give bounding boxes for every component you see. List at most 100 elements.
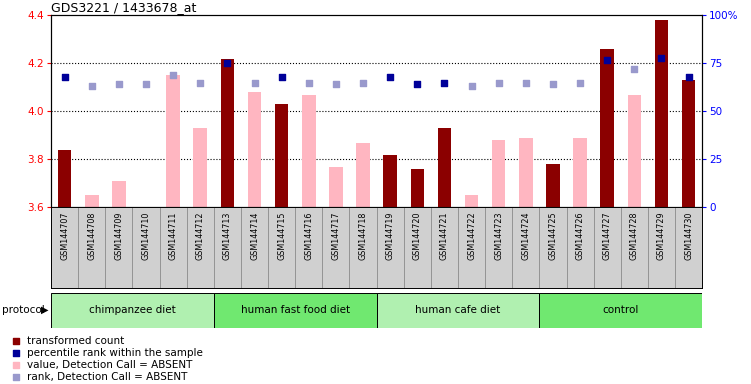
Text: GSM144728: GSM144728 xyxy=(630,211,639,260)
Text: GSM144723: GSM144723 xyxy=(494,211,503,260)
Bar xyxy=(682,80,695,207)
Text: GSM144716: GSM144716 xyxy=(304,211,313,260)
Point xyxy=(656,55,668,61)
Bar xyxy=(621,207,648,288)
Point xyxy=(574,79,586,86)
Bar xyxy=(268,207,295,288)
Text: human fast food diet: human fast food diet xyxy=(240,305,350,315)
Point xyxy=(140,81,152,88)
Bar xyxy=(221,59,234,207)
Point xyxy=(466,83,478,89)
Point xyxy=(303,79,315,86)
Point xyxy=(330,81,342,88)
Point xyxy=(412,81,424,88)
Point xyxy=(113,81,125,88)
Text: GDS3221 / 1433678_at: GDS3221 / 1433678_at xyxy=(51,1,197,14)
Bar xyxy=(573,138,587,207)
Text: GSM144725: GSM144725 xyxy=(548,211,557,260)
Bar xyxy=(78,207,105,288)
Text: GSM144715: GSM144715 xyxy=(277,211,286,260)
Point xyxy=(167,72,179,78)
Bar xyxy=(214,207,241,288)
Text: rank, Detection Call = ABSENT: rank, Detection Call = ABSENT xyxy=(27,372,188,382)
Bar xyxy=(302,94,315,207)
Bar xyxy=(404,207,431,288)
Bar xyxy=(132,207,160,288)
Text: value, Detection Call = ABSENT: value, Detection Call = ABSENT xyxy=(27,360,193,370)
Text: GSM144729: GSM144729 xyxy=(657,211,666,260)
Bar xyxy=(356,142,369,207)
Bar xyxy=(465,195,478,207)
Bar xyxy=(295,207,322,288)
Bar xyxy=(566,207,593,288)
Text: GSM144727: GSM144727 xyxy=(603,211,612,260)
Point xyxy=(385,74,397,80)
Bar xyxy=(628,94,641,207)
Text: GSM144730: GSM144730 xyxy=(684,211,693,260)
Text: GSM144708: GSM144708 xyxy=(87,211,96,260)
Bar xyxy=(194,128,207,207)
Bar xyxy=(539,293,702,328)
Text: control: control xyxy=(602,305,639,315)
Bar xyxy=(187,207,214,288)
Point xyxy=(249,79,261,86)
Text: transformed count: transformed count xyxy=(27,336,125,346)
Bar xyxy=(601,49,614,207)
Point xyxy=(602,56,614,63)
Bar xyxy=(377,293,539,328)
Bar xyxy=(377,207,404,288)
Point xyxy=(450,180,462,187)
Bar xyxy=(675,207,702,288)
Bar xyxy=(492,140,505,207)
Bar xyxy=(594,207,621,288)
Point xyxy=(195,79,207,86)
Bar xyxy=(214,293,377,328)
Bar xyxy=(648,207,675,288)
Bar xyxy=(51,293,214,328)
Bar xyxy=(85,195,98,207)
Text: human cafe diet: human cafe diet xyxy=(415,305,501,315)
Bar xyxy=(539,207,566,288)
Bar xyxy=(248,92,261,207)
Point xyxy=(683,74,695,80)
Text: GSM144726: GSM144726 xyxy=(575,211,584,260)
Bar xyxy=(51,207,78,288)
Bar xyxy=(322,207,349,288)
Text: GSM144711: GSM144711 xyxy=(169,211,178,260)
Text: percentile rank within the sample: percentile rank within the sample xyxy=(27,348,204,358)
Text: GSM144719: GSM144719 xyxy=(386,211,395,260)
Bar xyxy=(329,167,342,207)
Text: GSM144709: GSM144709 xyxy=(114,211,123,260)
Bar xyxy=(160,207,187,288)
Bar xyxy=(58,150,71,207)
Bar xyxy=(431,207,458,288)
Bar xyxy=(512,207,539,288)
Point xyxy=(493,79,505,86)
Bar xyxy=(167,75,180,207)
Text: GSM144712: GSM144712 xyxy=(196,211,205,260)
Bar xyxy=(411,169,424,207)
Bar xyxy=(438,128,451,207)
Text: GSM144720: GSM144720 xyxy=(413,211,422,260)
Bar xyxy=(458,207,485,288)
Point xyxy=(629,66,641,72)
Text: GSM144713: GSM144713 xyxy=(223,211,232,260)
Text: ▶: ▶ xyxy=(41,305,49,315)
Point xyxy=(357,79,369,86)
Bar xyxy=(546,164,559,207)
Point xyxy=(59,74,71,80)
Bar xyxy=(485,207,512,288)
Point xyxy=(222,60,234,66)
Text: GSM144718: GSM144718 xyxy=(358,211,367,260)
Bar xyxy=(241,207,268,288)
Text: GSM144717: GSM144717 xyxy=(331,211,340,260)
Bar xyxy=(519,138,532,207)
Bar xyxy=(349,207,377,288)
Bar xyxy=(275,104,288,207)
Text: GSM144722: GSM144722 xyxy=(467,211,476,260)
Point xyxy=(439,79,451,86)
Text: protocol: protocol xyxy=(2,305,45,315)
Text: GSM144714: GSM144714 xyxy=(250,211,259,260)
Point xyxy=(86,83,98,89)
Text: chimpanzee diet: chimpanzee diet xyxy=(89,305,176,315)
